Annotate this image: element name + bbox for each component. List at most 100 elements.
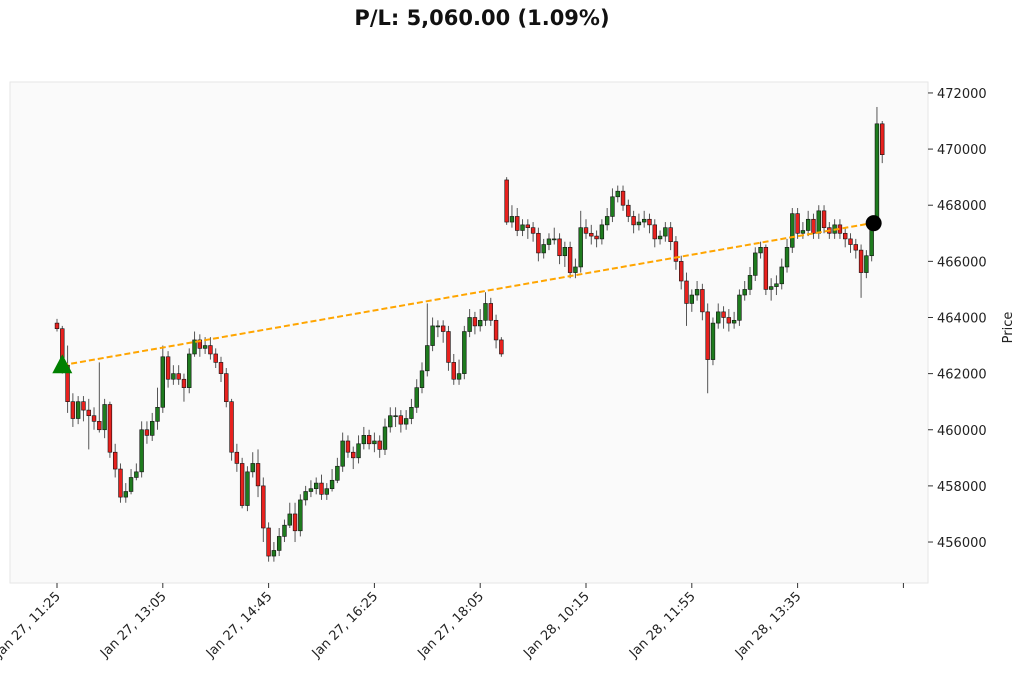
candle — [239, 457, 245, 509]
candle — [541, 238, 546, 259]
y-tick-label: 462000 — [937, 368, 987, 383]
candle-body — [631, 216, 636, 226]
candle — [673, 236, 679, 270]
candle-body — [615, 190, 620, 198]
candle-body — [414, 387, 419, 408]
candle-body — [731, 319, 737, 324]
candle-body — [525, 224, 531, 228]
candle — [657, 230, 663, 245]
candle — [155, 387, 160, 430]
candle — [266, 522, 271, 562]
candle — [456, 359, 462, 385]
candle — [689, 289, 695, 312]
candle-body — [372, 440, 377, 445]
candle-body — [472, 317, 478, 327]
candle-body — [636, 221, 642, 226]
candle — [382, 418, 388, 456]
candle-body — [737, 294, 742, 321]
candle — [171, 365, 176, 385]
candle — [430, 317, 435, 352]
candle-body — [356, 443, 361, 459]
candle — [843, 227, 848, 248]
candle — [774, 275, 779, 296]
candle — [700, 283, 705, 321]
candle — [477, 309, 483, 332]
candle — [181, 373, 187, 402]
candle-body — [245, 471, 250, 506]
candle — [393, 407, 398, 427]
candle-body — [123, 491, 128, 498]
candle — [245, 466, 250, 512]
candle-body — [536, 232, 541, 254]
candle-body — [239, 463, 245, 506]
candle — [573, 258, 578, 279]
candle-body — [530, 227, 536, 234]
candle — [107, 401, 113, 458]
candle — [504, 177, 509, 225]
candle — [403, 410, 409, 430]
candle — [790, 208, 795, 253]
candle-body — [451, 362, 456, 380]
candle — [557, 233, 562, 265]
candle — [329, 469, 335, 492]
candle-body — [821, 210, 827, 228]
candle — [213, 348, 218, 369]
candle — [821, 205, 827, 234]
candle-body — [377, 440, 382, 450]
candle-body — [552, 238, 557, 241]
candle — [372, 432, 377, 453]
candle — [425, 303, 430, 377]
candle-body — [81, 401, 86, 411]
candle-body — [864, 255, 869, 273]
candle-body — [446, 331, 451, 363]
candle — [91, 407, 97, 430]
candle-body — [620, 190, 626, 206]
candle — [599, 219, 605, 245]
entry-triangle-marker — [52, 354, 73, 374]
candle-body — [128, 477, 134, 492]
candle-body — [679, 261, 684, 282]
candle — [197, 334, 203, 357]
candle-body — [139, 429, 144, 473]
candle — [684, 272, 689, 326]
candle-body — [784, 247, 790, 268]
candle-body — [663, 227, 668, 237]
candle-body — [763, 247, 769, 290]
candle-body — [493, 319, 499, 341]
candle — [694, 280, 700, 301]
candle — [298, 494, 303, 537]
candle-body — [742, 289, 747, 296]
candle-body — [488, 303, 493, 321]
candle-body — [509, 216, 515, 223]
candle — [128, 469, 134, 495]
y-tick-label: 470000 — [937, 143, 987, 158]
candle — [229, 398, 234, 461]
candle-body — [657, 235, 663, 240]
candle — [54, 318, 60, 332]
candle — [361, 426, 367, 450]
candle — [192, 331, 197, 357]
candle — [874, 106, 880, 231]
candle — [610, 188, 615, 223]
candle — [753, 247, 758, 281]
candle-body — [546, 238, 552, 245]
candle-body — [504, 179, 509, 223]
candle-body — [858, 249, 864, 273]
candle-body — [557, 238, 562, 257]
candle — [388, 407, 393, 433]
candle — [742, 280, 747, 301]
candle — [340, 432, 345, 472]
candle-body — [54, 322, 60, 330]
candle-body — [747, 275, 753, 290]
candle — [86, 398, 91, 450]
candle-body — [107, 404, 113, 453]
candle — [552, 227, 557, 245]
candle-body — [515, 216, 520, 231]
candle — [308, 480, 314, 498]
candle — [97, 362, 102, 433]
candle — [652, 219, 657, 248]
candle-body — [213, 353, 218, 363]
candle-body — [853, 244, 858, 251]
candle-body — [393, 415, 398, 418]
